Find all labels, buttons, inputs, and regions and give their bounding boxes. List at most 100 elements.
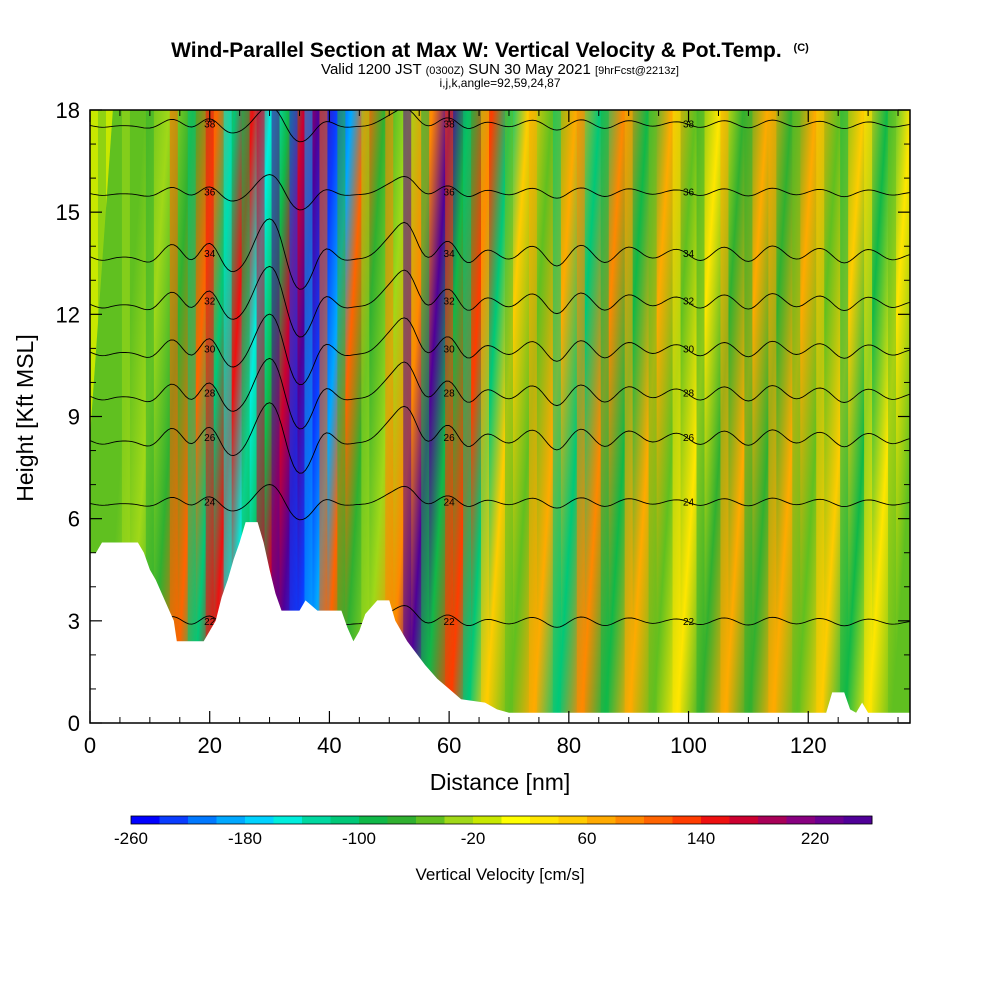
colorbar-tick-label: -100 bbox=[342, 829, 376, 848]
colorbar-swatch bbox=[473, 816, 502, 824]
contour-label: 22 bbox=[204, 617, 216, 628]
velocity-column bbox=[337, 110, 346, 723]
velocity-column bbox=[121, 110, 130, 723]
velocity-column bbox=[241, 110, 250, 723]
terrain bbox=[90, 522, 910, 723]
velocity-column bbox=[169, 110, 178, 723]
chart-subtitle: Valid 1200 JST (0300Z) SUN 30 May 2021 [… bbox=[321, 61, 679, 78]
chart-title: Wind-Parallel Section at Max W: Vertical… bbox=[171, 39, 809, 62]
velocity-column bbox=[720, 110, 729, 723]
colorbar-tick-label: -20 bbox=[461, 829, 486, 848]
colorbar-swatch bbox=[444, 816, 474, 824]
contour-label: 26 bbox=[683, 433, 695, 444]
contour-label: 38 bbox=[444, 120, 456, 131]
x-axis-label: Distance [nm] bbox=[430, 769, 571, 795]
colorbar-swatch bbox=[701, 816, 730, 824]
colorbar-swatch bbox=[672, 816, 702, 824]
velocity-column bbox=[744, 110, 753, 723]
colorbar-tick-label: 140 bbox=[687, 829, 715, 848]
velocity-column bbox=[421, 110, 430, 723]
velocity-column bbox=[816, 110, 825, 723]
contour-label: 28 bbox=[204, 389, 216, 400]
contour-label: 22 bbox=[683, 617, 695, 628]
velocity-column bbox=[792, 110, 801, 723]
velocity-column bbox=[768, 110, 777, 723]
contour-label: 28 bbox=[683, 389, 695, 400]
velocity-column bbox=[304, 110, 313, 723]
colorbar-swatch bbox=[416, 816, 445, 824]
velocity-column bbox=[576, 110, 585, 723]
y-axis-label: Height [Kft MSL] bbox=[12, 334, 38, 501]
contour-label: 32 bbox=[204, 297, 216, 308]
contour-label: 24 bbox=[683, 498, 695, 509]
colorbar-swatch bbox=[359, 816, 388, 824]
colorbar-frame bbox=[130, 815, 873, 825]
velocity-column bbox=[223, 110, 232, 723]
contour-label: 36 bbox=[683, 188, 695, 199]
contour-label: 22 bbox=[444, 617, 456, 628]
contour-28 bbox=[90, 357, 910, 430]
y-tick-label: 18 bbox=[56, 98, 80, 123]
colorbar-tick-label: 220 bbox=[801, 829, 829, 848]
colorbar-swatch bbox=[501, 816, 531, 824]
contour-label: 30 bbox=[444, 344, 456, 355]
contour-label: 30 bbox=[204, 344, 216, 355]
y-tick-label: 15 bbox=[56, 200, 80, 225]
contour-label: 24 bbox=[444, 498, 456, 509]
colorbar-swatch bbox=[302, 816, 331, 824]
velocity-column bbox=[403, 110, 412, 723]
velocity-column bbox=[648, 110, 657, 723]
velocity-column bbox=[888, 110, 897, 723]
colorbar-swatch bbox=[758, 816, 787, 824]
velocity-column bbox=[145, 110, 154, 723]
velocity-column bbox=[271, 110, 280, 723]
colorbar-swatch bbox=[188, 816, 217, 824]
colorbar-title: Vertical Velocity [cm/s] bbox=[415, 865, 584, 884]
velocity-column bbox=[840, 110, 849, 723]
y-tick-label: 0 bbox=[68, 711, 80, 736]
contour-label: 28 bbox=[444, 389, 456, 400]
velocity-column bbox=[696, 110, 705, 723]
contour-30 bbox=[90, 313, 910, 386]
velocity-column bbox=[463, 110, 472, 723]
y-tick-label: 12 bbox=[56, 302, 80, 327]
velocity-column bbox=[481, 110, 490, 723]
colorbar-swatch bbox=[530, 816, 559, 824]
colorbar-swatch bbox=[273, 816, 303, 824]
colorbar-swatch bbox=[131, 816, 160, 824]
velocity-column bbox=[864, 110, 873, 723]
y-tick-label: 6 bbox=[68, 507, 80, 532]
velocity-column bbox=[187, 110, 196, 723]
velocity-column bbox=[600, 110, 609, 723]
velocity-column bbox=[289, 110, 298, 723]
colorbar-swatch bbox=[587, 816, 616, 824]
x-tick-label: 20 bbox=[197, 733, 221, 758]
colorbar-swatch bbox=[387, 816, 417, 824]
contour-36 bbox=[90, 174, 910, 211]
contour-32 bbox=[90, 265, 910, 338]
velocity-column bbox=[552, 110, 561, 723]
colorbar-swatch bbox=[729, 816, 759, 824]
potential-temperature-contours: 22 22 22 24 24 24 26 26 26 28 28 28 30 30 30 32 32 32 34 34… bbox=[90, 110, 910, 640]
x-tick-label: 60 bbox=[437, 733, 461, 758]
x-tick-label: 0 bbox=[84, 733, 96, 758]
x-tick-label: 80 bbox=[557, 733, 581, 758]
colorbar-swatch bbox=[615, 816, 645, 824]
contour-label: 24 bbox=[204, 498, 216, 509]
contour-label: 36 bbox=[204, 188, 216, 199]
contour-label: 32 bbox=[444, 297, 456, 308]
y-tick-label: 3 bbox=[68, 609, 80, 634]
velocity-shading bbox=[90, 110, 910, 723]
colorbar-swatch bbox=[843, 816, 873, 824]
colorbar-tick-label: 60 bbox=[578, 829, 597, 848]
velocity-column bbox=[319, 110, 328, 723]
velocity-column bbox=[361, 110, 370, 723]
x-tick-label: 40 bbox=[317, 733, 341, 758]
colorbar-swatch bbox=[216, 816, 246, 824]
colorbar-swatch bbox=[159, 816, 189, 824]
contour-34 bbox=[90, 218, 910, 290]
contour-label: 26 bbox=[444, 433, 456, 444]
